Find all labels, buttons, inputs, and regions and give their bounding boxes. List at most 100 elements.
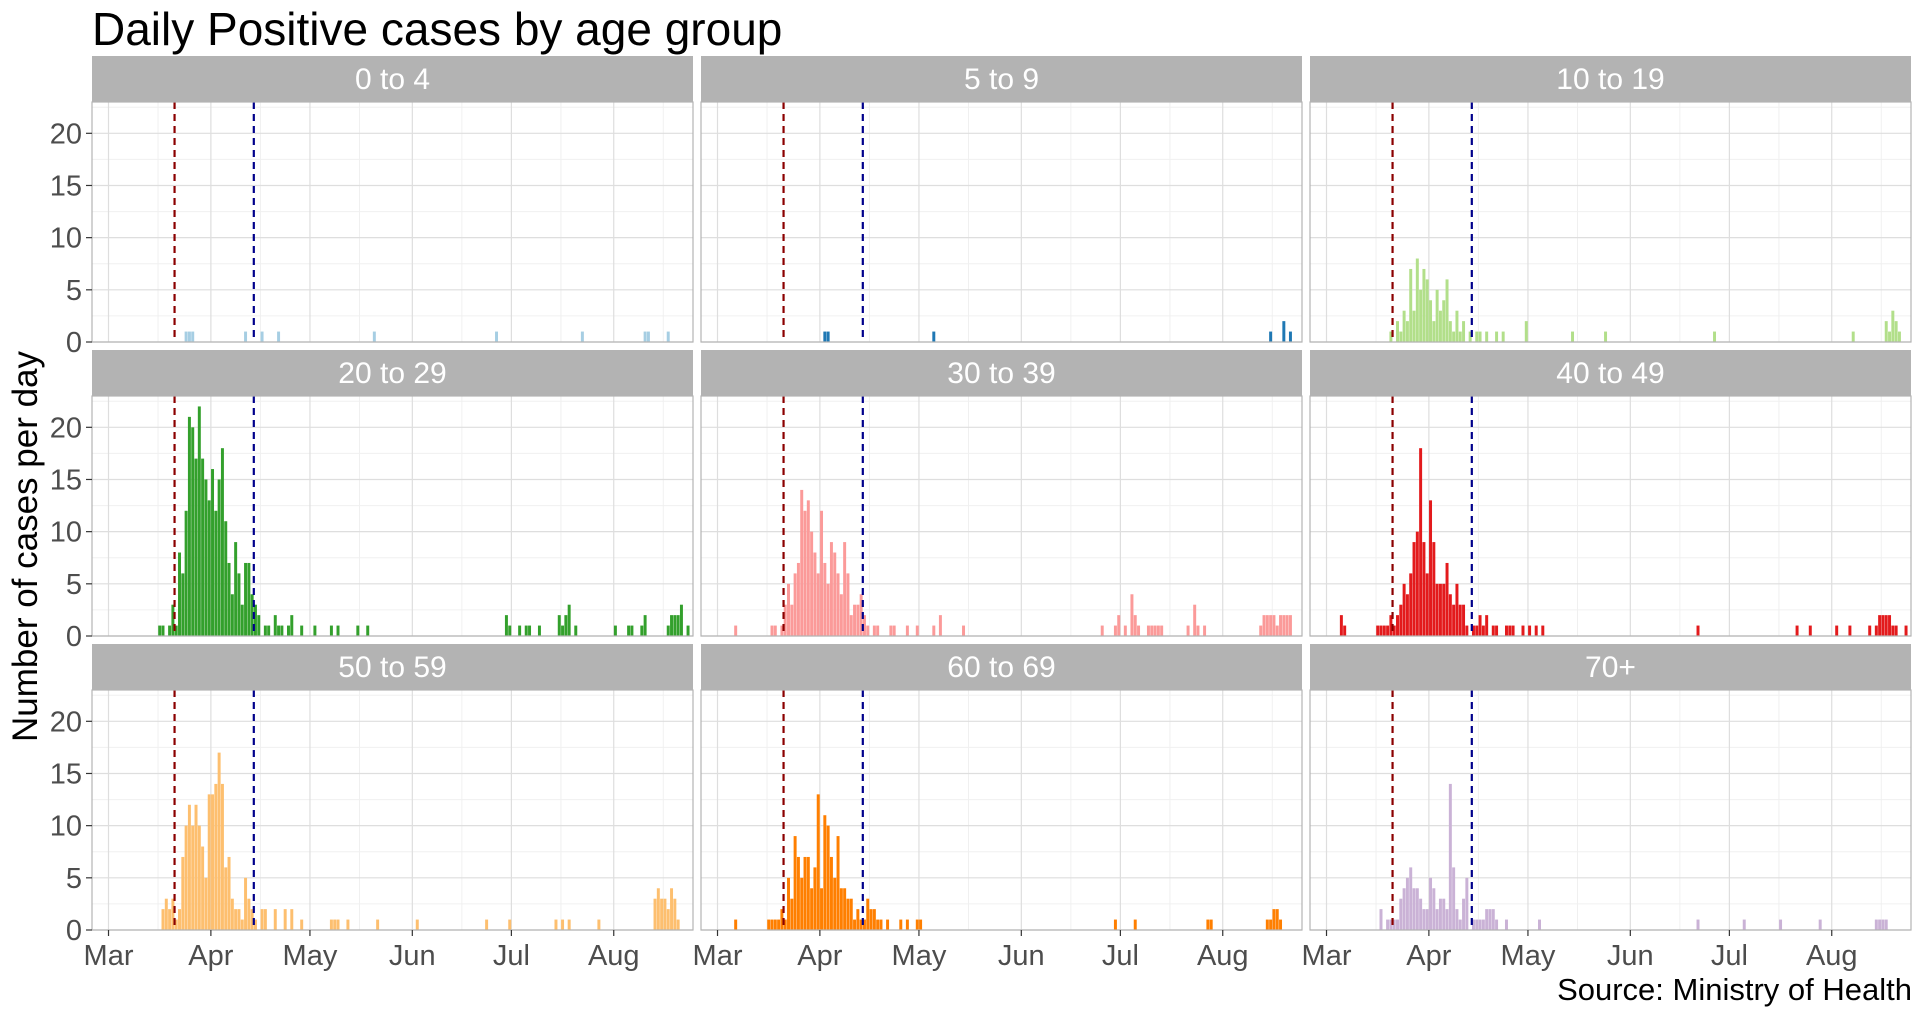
bar <box>597 919 601 930</box>
facet-panel-border <box>91 395 694 637</box>
bar <box>1133 615 1137 636</box>
facet-panel-40-to-49 <box>1310 396 1911 636</box>
bar <box>826 583 830 636</box>
bar <box>1442 300 1446 342</box>
bar <box>1269 615 1273 636</box>
x-tick-label: Jul <box>1102 940 1139 972</box>
x-tick-label: Aug <box>1197 940 1249 972</box>
y-tick-label: 5 <box>66 569 82 601</box>
y-tick-label: 15 <box>50 170 82 202</box>
bar <box>1415 258 1419 342</box>
bar <box>1389 331 1393 342</box>
bar <box>1285 615 1289 636</box>
bar <box>1878 615 1882 636</box>
bar <box>1696 919 1700 930</box>
bar <box>329 625 333 636</box>
bar <box>214 510 218 636</box>
bar <box>938 615 942 636</box>
bar <box>783 604 787 636</box>
bar <box>300 625 304 636</box>
bar <box>1209 919 1213 930</box>
bar <box>1445 562 1449 636</box>
bar <box>1272 909 1276 930</box>
bar <box>1521 625 1525 636</box>
bar <box>1137 625 1141 636</box>
bar <box>640 625 644 636</box>
bar <box>892 625 896 636</box>
bar <box>1455 909 1459 930</box>
bar <box>1275 909 1279 930</box>
bar <box>1275 625 1279 636</box>
bar <box>1897 331 1901 342</box>
bar <box>856 909 860 930</box>
bar <box>508 625 512 636</box>
bar <box>260 909 264 930</box>
bar <box>197 825 201 930</box>
bar <box>1742 919 1746 930</box>
bar <box>1888 331 1892 342</box>
x-tick-label: Mar <box>1302 940 1352 972</box>
facet-panel-border <box>91 689 694 931</box>
bar <box>164 898 168 930</box>
bar <box>237 909 241 930</box>
bar <box>1160 625 1164 636</box>
bar <box>1495 919 1499 930</box>
bar <box>813 552 817 636</box>
bar <box>1485 615 1489 636</box>
bar <box>1438 583 1442 636</box>
x-tick-label: Apr <box>1406 940 1451 972</box>
bar <box>1429 500 1433 636</box>
bar <box>1409 268 1413 342</box>
bar <box>336 625 340 636</box>
facet-strip-label: 10 to 19 <box>1556 63 1664 96</box>
bar <box>244 331 248 342</box>
bar <box>869 909 873 930</box>
bar <box>184 510 188 636</box>
bar <box>1713 331 1717 342</box>
bar <box>415 919 419 930</box>
bar <box>787 877 790 930</box>
bar <box>1405 321 1409 342</box>
bar <box>300 919 304 930</box>
bar <box>220 448 224 636</box>
bar <box>777 919 781 930</box>
facet-panel-border <box>700 395 1303 637</box>
bar <box>1262 615 1266 636</box>
bar <box>168 909 172 930</box>
bar <box>1435 289 1439 342</box>
bar <box>181 573 185 636</box>
bar <box>829 542 833 636</box>
bar <box>184 825 188 930</box>
bar <box>1808 625 1812 636</box>
bar <box>1379 625 1383 636</box>
bar <box>178 552 181 636</box>
bar <box>686 625 690 636</box>
bar <box>191 331 195 342</box>
bar <box>613 625 617 636</box>
bar <box>800 877 804 930</box>
bar <box>1130 594 1134 636</box>
bar <box>253 604 257 636</box>
bar <box>1888 615 1892 636</box>
facet-strip-0-to-4 <box>92 56 693 102</box>
bar <box>1279 919 1283 930</box>
bar <box>161 625 165 636</box>
facet-panel-10-to-19 <box>1310 102 1911 342</box>
bar <box>1382 625 1386 636</box>
bar <box>1392 625 1396 636</box>
bar <box>1419 898 1423 930</box>
bar <box>1891 310 1895 342</box>
y-tick-label: 20 <box>50 706 82 738</box>
x-tick-label: Jun <box>998 940 1045 972</box>
bar <box>263 909 267 930</box>
bar <box>787 583 790 636</box>
bar <box>866 898 870 930</box>
bar <box>1100 625 1104 636</box>
bar <box>1475 625 1479 636</box>
bar <box>181 856 185 930</box>
bar <box>1429 300 1433 342</box>
bar <box>734 625 738 636</box>
facet-panel-border <box>1309 689 1912 931</box>
facet-strip-30-to-39 <box>701 350 1302 396</box>
